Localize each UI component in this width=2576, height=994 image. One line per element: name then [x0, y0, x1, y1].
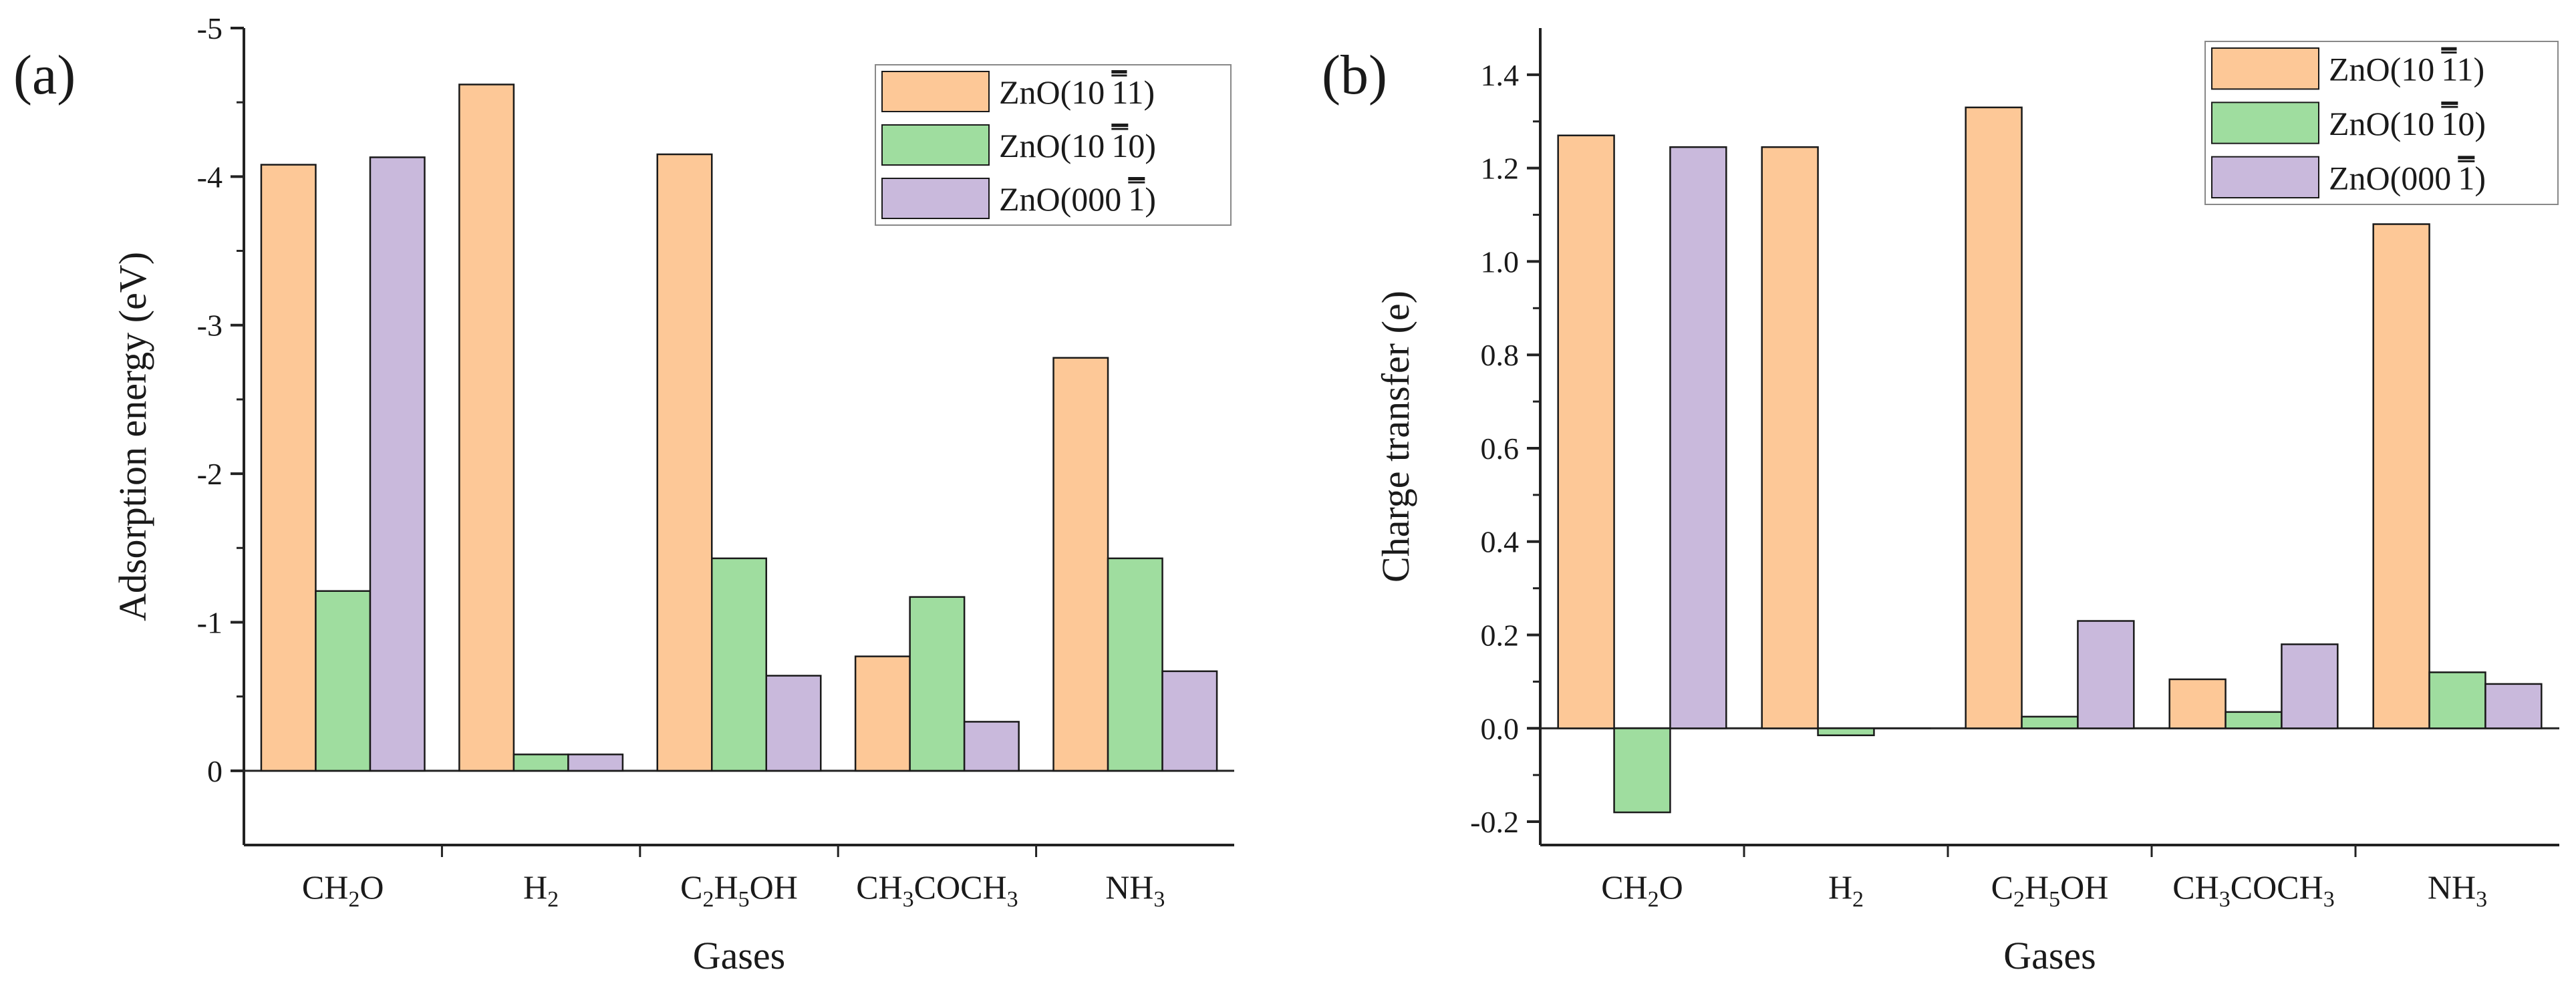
x-tick-label: CH3COCH3 — [856, 868, 1018, 912]
y-tick-label: 0 — [207, 754, 223, 788]
bar — [2372, 223, 2430, 729]
x-tick-label: CH2O — [1601, 868, 1683, 912]
x-tick-label: NH3 — [1105, 868, 1165, 912]
bar — [1817, 727, 1875, 737]
legend-label: ZnO(10 11) — [2329, 51, 2484, 88]
y-tick-label: -5 — [197, 11, 223, 45]
y-tick-label: -3 — [197, 309, 223, 343]
bar — [513, 754, 569, 772]
panel-label: (b) — [1322, 44, 1387, 106]
x-axis-title: Gases — [2003, 934, 2096, 977]
x-tick-label: C2H5OH — [1991, 868, 2109, 912]
bar — [2021, 715, 2079, 729]
bar — [765, 675, 822, 772]
bar — [854, 655, 911, 772]
bar — [2428, 671, 2486, 729]
panel-label: (a) — [13, 44, 76, 106]
x-tick-label: H2 — [523, 868, 559, 912]
x-tick-label: NH3 — [2428, 868, 2487, 912]
legend-swatch — [881, 178, 990, 219]
y-tick-label: -0.2 — [1470, 805, 1519, 839]
x-axis-title: Gases — [693, 934, 786, 977]
bar — [963, 721, 1020, 772]
bar — [1965, 106, 2023, 729]
y-tick-label: -4 — [197, 160, 223, 194]
x-tick-label: CH2O — [302, 868, 384, 912]
y-tick-label: 0.4 — [1481, 525, 1520, 559]
y-tick-label: -1 — [197, 605, 223, 639]
bar — [710, 557, 768, 772]
legend-swatch — [2211, 156, 2319, 199]
bar — [656, 153, 713, 772]
bar — [1052, 357, 1109, 772]
y-tick-label: 1.2 — [1481, 152, 1520, 186]
bar — [2225, 711, 2283, 729]
bar — [2281, 643, 2339, 729]
panel-b-charge-transfer-chart: (b) -0.2 0.0 0.2 0.4 0.6 0.8 1.0 1.2 1.4 CH2O H2 C2H… — [1322, 28, 2559, 977]
bar — [260, 164, 317, 772]
y-tick-label: 0.0 — [1481, 711, 1520, 746]
bar — [315, 590, 372, 772]
legend: ZnO(10 11) ZnO(10 10) ZnO(000 1) — [875, 64, 1232, 226]
bar — [909, 596, 966, 772]
y-tick-label: 0.6 — [1481, 432, 1520, 466]
legend-swatch — [2211, 102, 2319, 144]
bar — [1557, 134, 1615, 729]
bar — [2168, 678, 2227, 729]
legend-label: ZnO(000 1) — [2329, 159, 2486, 196]
legend-swatch — [2211, 47, 2319, 90]
bar — [567, 754, 624, 772]
bar — [2077, 620, 2135, 729]
bar — [369, 156, 426, 772]
bar — [1669, 146, 1727, 729]
panel-a-adsorption-energy-chart: (a) 0 -1 -2 -3 -4 -5 CH2O H2 C2H5OH CH3COCH3 NH3 Gas… — [13, 11, 1234, 977]
bar — [1761, 146, 1819, 729]
y-tick-label: 0.8 — [1481, 338, 1520, 372]
y-tick-label: 1.4 — [1481, 58, 1520, 92]
legend-label: ZnO(000 1) — [999, 180, 1156, 218]
y-tick-label: -2 — [197, 457, 223, 491]
y-tick-label: 0.2 — [1481, 619, 1520, 653]
legend: ZnO(10 11) ZnO(10 10) ZnO(000 1) — [2204, 41, 2559, 205]
legend-swatch — [881, 71, 990, 112]
bar — [2484, 683, 2543, 729]
x-tick-label: CH3COCH3 — [2172, 868, 2334, 912]
legend-swatch — [881, 124, 990, 166]
legend-label: ZnO(10 11) — [999, 73, 1155, 111]
y-axis-title: Adsorption energy (eV) — [111, 252, 154, 621]
bar — [1613, 727, 1671, 814]
legend-label: ZnO(10 10) — [999, 127, 1156, 164]
x-tick-label: H2 — [1828, 868, 1864, 912]
bar — [1107, 557, 1163, 772]
bar — [458, 84, 515, 772]
legend-label: ZnO(10 10) — [2329, 105, 2486, 142]
x-tick-label: C2H5OH — [680, 868, 798, 912]
y-axis-title: Charge transfer (e) — [1374, 291, 1417, 583]
y-tick-label: 1.0 — [1481, 244, 1520, 279]
bar — [1161, 670, 1218, 772]
